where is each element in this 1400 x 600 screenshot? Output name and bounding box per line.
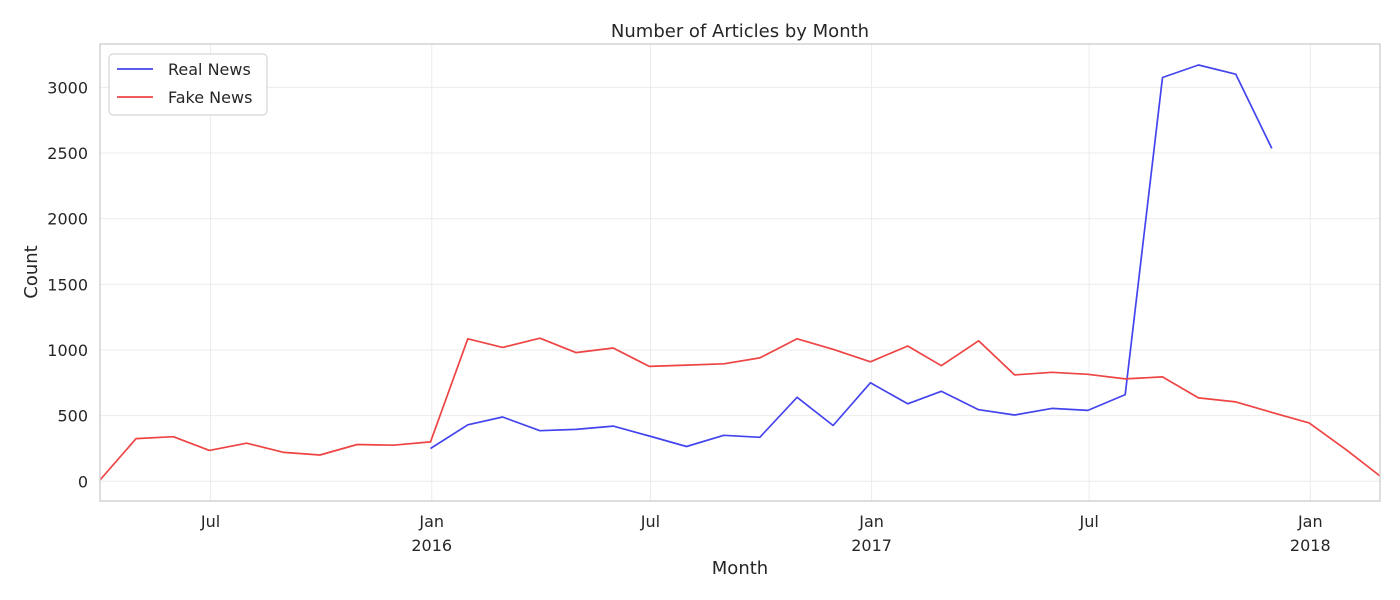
- x-tick-year-label: 2017: [851, 536, 892, 555]
- y-tick-label: 2500: [47, 144, 88, 163]
- chart-title: Number of Articles by Month: [611, 21, 869, 42]
- y-tick-label: 1000: [47, 341, 88, 360]
- grid: [100, 44, 1380, 501]
- plot-frame: [99, 43, 1381, 502]
- x-tick-label: Jul: [1078, 512, 1098, 531]
- y-axis: 0 500 1000 1500 2000 2500 3000: [47, 78, 88, 491]
- legend-label: Real News: [168, 60, 251, 79]
- x-axis-label: Month: [712, 558, 768, 579]
- x-tick-label: Jul: [200, 512, 220, 531]
- legend: Real News Fake News: [108, 53, 268, 116]
- x-tick-label: Jan: [1297, 512, 1323, 531]
- x-tick-year-label: 2016: [411, 536, 452, 555]
- legend-label: Fake News: [168, 88, 252, 107]
- y-tick-label: 500: [57, 407, 88, 426]
- x-tick-year-label: 2018: [1290, 536, 1331, 555]
- y-tick-label: 2000: [47, 210, 88, 229]
- series-line-real-news: [430, 64, 1273, 450]
- y-tick-label: 3000: [47, 78, 88, 97]
- x-tick-label: Jul: [640, 512, 660, 531]
- x-tick-label: Jan: [858, 512, 884, 531]
- plot-area: [99, 64, 1381, 481]
- y-tick-label: 1500: [47, 275, 88, 294]
- y-tick-label: 0: [78, 472, 88, 491]
- x-axis: Jul Jan 2016 Jul Jan 2017 Jul Jan 2018: [200, 512, 1331, 555]
- series-line-fake-news: [99, 337, 1381, 481]
- x-tick-label: Jan: [418, 512, 444, 531]
- y-axis-label: Count: [21, 245, 42, 298]
